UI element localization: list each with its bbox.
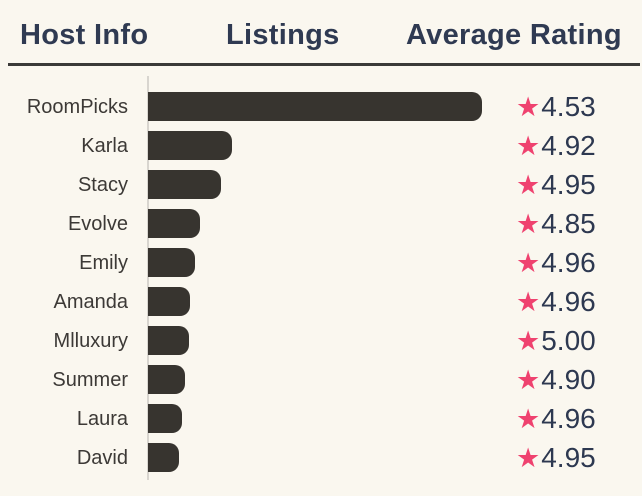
- listings-bar: [148, 443, 179, 472]
- rating-value: ★ 4.92: [516, 130, 596, 162]
- table-row: Evolve ★ 4.85: [0, 208, 642, 240]
- rating-value: ★ 4.85: [516, 208, 596, 240]
- star-icon: ★: [516, 365, 541, 395]
- rating-number: 4.95: [541, 442, 596, 473]
- host-label: RoomPicks: [26, 96, 128, 118]
- star-icon: ★: [516, 92, 541, 122]
- host-label: Laura: [76, 408, 128, 430]
- star-icon: ★: [516, 248, 541, 278]
- listings-bar: [148, 170, 221, 199]
- rating-number: 4.96: [541, 403, 596, 434]
- table-row: Mlluxury ★ 5.00: [0, 325, 642, 357]
- listings-bar: [148, 92, 482, 121]
- listings-bar: [148, 209, 200, 238]
- star-icon: ★: [516, 287, 541, 317]
- rating-value: ★ 4.96: [516, 247, 596, 279]
- table-row: Amanda ★ 4.96: [0, 286, 642, 318]
- rating-number: 4.96: [541, 286, 596, 317]
- rating-number: 5.00: [541, 325, 596, 356]
- listings-bar: [148, 287, 190, 316]
- table-row: Karla ★ 4.92: [0, 130, 642, 162]
- star-icon: ★: [516, 131, 541, 161]
- column-header-listings: Listings: [226, 19, 340, 51]
- table-row: David ★ 4.95: [0, 442, 642, 474]
- listings-bar: [148, 131, 232, 160]
- table-row: Emily ★ 4.96: [0, 247, 642, 279]
- rating-number: 4.96: [541, 247, 596, 278]
- listings-bar: [148, 326, 189, 355]
- table-row: Laura ★ 4.96: [0, 403, 642, 435]
- rating-number: 4.53: [541, 91, 596, 122]
- rating-value: ★ 4.96: [516, 286, 596, 318]
- host-label: Summer: [52, 369, 128, 391]
- star-icon: ★: [516, 209, 541, 239]
- host-label: Mlluxury: [53, 330, 128, 352]
- rating-value: ★ 4.95: [516, 169, 596, 201]
- rating-number: 4.92: [541, 130, 596, 161]
- listings-bar: [148, 365, 185, 394]
- rating-number: 4.95: [541, 169, 596, 200]
- rating-value: ★ 4.95: [516, 442, 596, 474]
- rating-value: ★ 5.00: [516, 325, 596, 357]
- rating-number: 4.90: [541, 364, 596, 395]
- host-label: Stacy: [77, 174, 128, 196]
- host-label: Amanda: [53, 291, 129, 313]
- host-label: David: [76, 447, 128, 469]
- table-row: RoomPicks ★ 4.53: [0, 91, 642, 123]
- listings-bar: [148, 404, 182, 433]
- rating-value: ★ 4.96: [516, 403, 596, 435]
- listings-bar: [148, 248, 195, 277]
- table-row: Stacy ★ 4.95: [0, 169, 642, 201]
- host-label: Evolve: [67, 213, 128, 235]
- rating-value: ★ 4.53: [516, 91, 596, 123]
- host-label: Emily: [79, 252, 128, 274]
- host-label: Karla: [81, 135, 128, 157]
- rating-number: 4.85: [541, 208, 596, 239]
- star-icon: ★: [516, 170, 541, 200]
- star-icon: ★: [516, 404, 541, 434]
- star-icon: ★: [516, 326, 541, 356]
- rating-value: ★ 4.90: [516, 364, 596, 396]
- star-icon: ★: [516, 443, 541, 473]
- y-axis-line: [147, 76, 149, 480]
- table-row: Summer ★ 4.90: [0, 364, 642, 396]
- header-underline: [8, 63, 640, 66]
- column-header-average-rating: Average Rating: [406, 19, 622, 51]
- column-header-host-info: Host Info: [20, 19, 149, 51]
